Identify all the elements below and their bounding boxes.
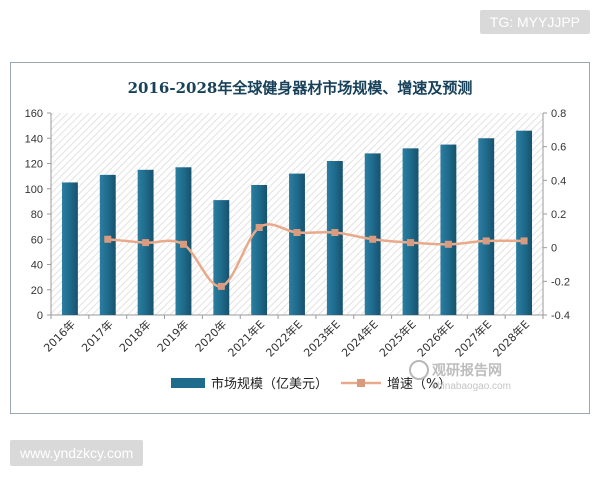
bar bbox=[478, 138, 495, 315]
bar bbox=[251, 184, 268, 315]
growth-point bbox=[104, 235, 112, 243]
y-right-tick-label: 0.4 bbox=[551, 175, 566, 187]
growth-point bbox=[293, 229, 301, 237]
growth-point bbox=[444, 240, 452, 248]
logo-icon bbox=[409, 360, 429, 380]
growth-point bbox=[482, 237, 490, 245]
bar bbox=[99, 174, 116, 315]
growth-point bbox=[369, 235, 377, 243]
y-left-tick-label: 160 bbox=[25, 108, 43, 120]
chart-title: 2016-2028年全球健身器材市场规模、增速及预测 bbox=[128, 79, 473, 97]
y-left-tick-label: 0 bbox=[37, 310, 43, 322]
bar bbox=[516, 130, 533, 315]
x-tick-label: 2021年E bbox=[225, 317, 267, 359]
y-left-tick-label: 80 bbox=[31, 209, 43, 221]
x-tick-label: 2017年 bbox=[78, 317, 115, 354]
growth-point bbox=[331, 229, 339, 237]
growth-point bbox=[255, 223, 263, 231]
x-tick-label: 2016年 bbox=[41, 317, 78, 354]
bar bbox=[289, 173, 305, 315]
growth-point bbox=[407, 239, 415, 247]
x-tick-label: 2025年E bbox=[376, 317, 418, 359]
y-right-tick-label: 0.8 bbox=[551, 108, 566, 120]
bar bbox=[364, 153, 381, 315]
chart-frame: 2016-2028年全球健身器材市场规模、增速及预测 0 20 40 60 80 100 1… bbox=[10, 62, 590, 414]
bar bbox=[440, 144, 457, 315]
growth-point bbox=[142, 239, 150, 247]
y-left-tick-label: 60 bbox=[31, 234, 43, 246]
y-right-tick-label: 0.6 bbox=[551, 142, 566, 154]
legend-line-label: 增速（%） bbox=[387, 377, 451, 392]
watermark-logo: 观研报告网 chinabaogao.com bbox=[409, 360, 511, 392]
bar bbox=[326, 160, 343, 315]
legend-bar-swatch bbox=[171, 378, 205, 388]
y-left-tick-label: 100 bbox=[25, 184, 43, 196]
bar bbox=[213, 200, 230, 315]
legend-line-marker bbox=[357, 379, 365, 387]
y-left-tick-label: 120 bbox=[25, 159, 43, 171]
x-tick-label: 2020年 bbox=[192, 317, 229, 354]
legend-bar-label: 市场规模（亿美元） bbox=[211, 376, 328, 392]
x-tick-label: 2019年 bbox=[154, 317, 191, 354]
watermark-bottom: www.yndzkcy.com bbox=[10, 440, 144, 466]
chart-canvas: 2016-2028年全球健身器材市场规模、增速及预测 0 20 40 60 80 100 1… bbox=[25, 79, 570, 392]
watermark-top: TG: MYYJJPP bbox=[479, 10, 590, 34]
growth-point bbox=[217, 282, 225, 290]
y-left-tick-label: 40 bbox=[31, 260, 43, 272]
y-left-tick-label: 20 bbox=[31, 285, 43, 297]
y-left-tick-label: 140 bbox=[25, 133, 43, 145]
y-right-tick-label: 0.2 bbox=[551, 209, 566, 221]
x-tick-label: 2018年 bbox=[116, 317, 153, 354]
x-tick-label: 2024年E bbox=[338, 317, 380, 359]
x-tick-label: 2023年E bbox=[301, 317, 343, 359]
bar bbox=[61, 182, 78, 315]
logo-en-text: chinabaogao.com bbox=[432, 381, 511, 392]
bar bbox=[402, 148, 419, 315]
x-tick-label: 2026年E bbox=[414, 317, 456, 359]
logo-cn-text: 观研报告网 bbox=[432, 362, 502, 379]
y-right-tick-label: -0.4 bbox=[551, 310, 570, 322]
y-right-tick-label: -0.2 bbox=[551, 276, 570, 288]
x-tick-label: 2022年E bbox=[263, 317, 305, 359]
growth-point bbox=[179, 240, 187, 248]
growth-point bbox=[520, 237, 528, 245]
y-right-tick-label: 0 bbox=[551, 243, 557, 255]
x-tick-label: 2027年E bbox=[452, 317, 494, 359]
x-tick-label: 2028年E bbox=[490, 317, 532, 359]
